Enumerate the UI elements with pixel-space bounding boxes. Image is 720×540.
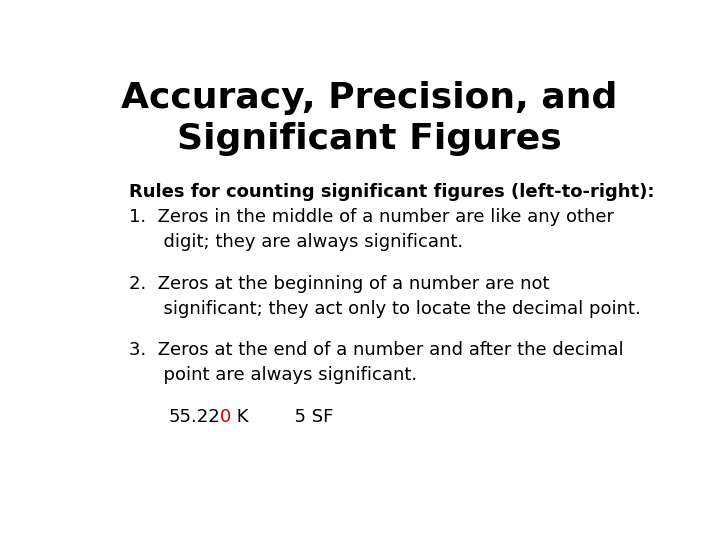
Text: Accuracy, Precision, and
Significant Figures: Accuracy, Precision, and Significant Fig…: [121, 82, 617, 156]
Text: K        5 SF: K 5 SF: [231, 408, 333, 426]
Text: Rules for counting significant figures (left-to-right):: Rules for counting significant figures (…: [129, 183, 654, 201]
Text: 0: 0: [220, 408, 231, 426]
Text: 3.  Zeros at the end of a number and after the decimal
      point are always si: 3. Zeros at the end of a number and afte…: [129, 341, 624, 384]
Text: 2.  Zeros at the beginning of a number are not
      significant; they act only : 2. Zeros at the beginning of a number ar…: [129, 275, 641, 318]
Text: 1.  Zeros in the middle of a number are like any other
      digit; they are alw: 1. Zeros in the middle of a number are l…: [129, 208, 614, 251]
Text: 55.22: 55.22: [168, 408, 220, 426]
